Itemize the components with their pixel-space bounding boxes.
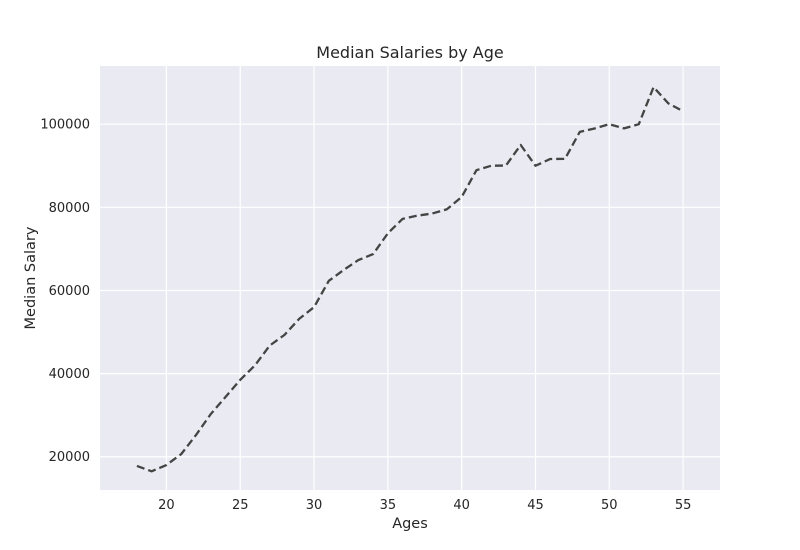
x-tick-label: 55	[675, 498, 692, 513]
plot-area	[100, 66, 720, 490]
x-tick-label: 35	[380, 498, 397, 513]
y-tick-labels: 20000 40000 60000 80000 100000	[40, 118, 90, 466]
chart-title: Median Salaries by Age	[316, 43, 503, 62]
x-tick-labels: 20 25 30 35 40 45 50 55	[158, 498, 691, 513]
y-tick-label: 80000	[49, 201, 90, 216]
y-tick-label: 60000	[49, 284, 90, 299]
x-tick-label: 45	[527, 498, 544, 513]
x-tick-label: 25	[232, 498, 249, 513]
y-tick-label: 40000	[49, 367, 90, 382]
x-axis-label: Ages	[392, 516, 428, 532]
series-group	[136, 85, 684, 473]
y-tick-label: 100000	[40, 118, 90, 133]
series-line-0	[136, 85, 684, 473]
y-grid	[100, 123, 720, 458]
x-tick-label: 20	[158, 498, 175, 513]
x-tick-label: 30	[306, 498, 323, 513]
x-grid	[165, 66, 684, 490]
x-tick-label: 50	[601, 498, 618, 513]
y-tick-label: 20000	[49, 450, 90, 465]
x-tick-label: 40	[453, 498, 470, 513]
y-axis-label: Median Salary	[23, 226, 39, 329]
